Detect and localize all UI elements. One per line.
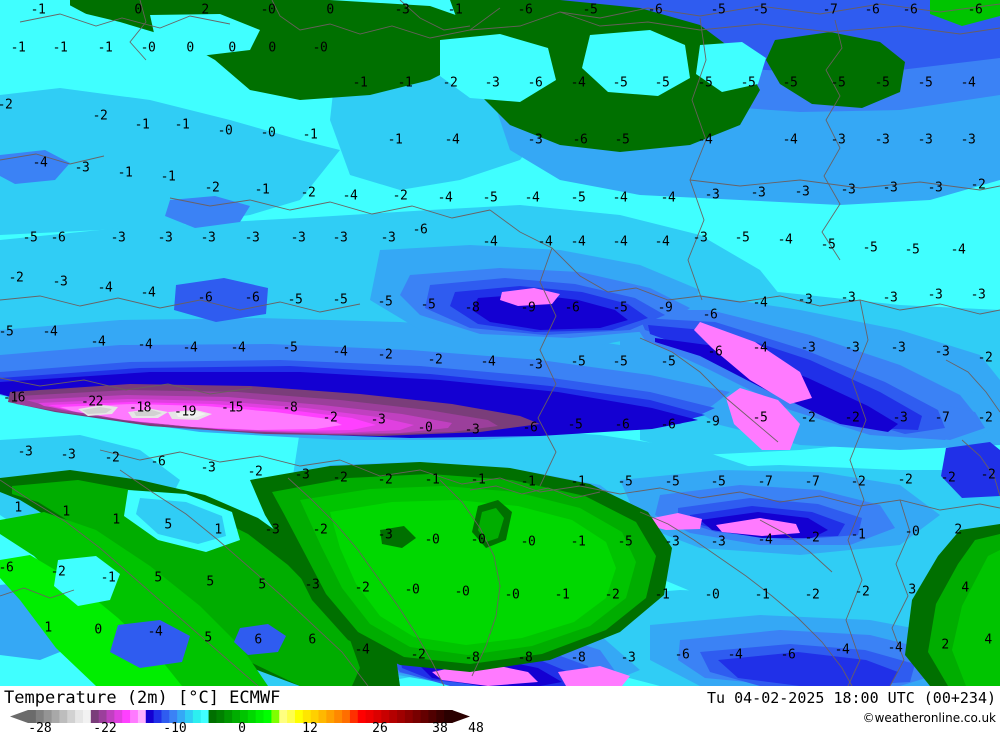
color-scale-swatch [357, 710, 367, 723]
copyright-notice: ©weatheronline.co.uk [862, 711, 996, 725]
color-scale-swatch [67, 710, 76, 723]
color-scale-swatch [51, 710, 61, 723]
color-scale-swatch [82, 710, 92, 723]
color-scale-swatch [177, 710, 186, 723]
color-scale-swatch [365, 710, 375, 723]
color-scale-swatch [208, 710, 218, 723]
color-scale-swatch [412, 710, 422, 723]
color-scale-tick-label: -28 [28, 721, 52, 733]
color-scale-swatch [247, 710, 257, 723]
color-scale-swatch [145, 710, 155, 723]
color-scale-swatch [287, 710, 296, 723]
color-scale-swatch [200, 710, 210, 723]
color-scale-swatch [137, 710, 147, 723]
color-scale-swatch [302, 710, 312, 723]
valid-time-stamp: Tu 04-02-2025 18:00 UTC (00+234) [707, 689, 996, 707]
color-scale-swatch [255, 710, 265, 723]
color-scale-swatch [349, 710, 359, 723]
color-scale-swatch [90, 710, 100, 723]
color-scale-swatch [185, 710, 194, 723]
color-scale-swatch [428, 710, 437, 723]
color-scale-swatch [310, 710, 320, 723]
color-scale-swatch [232, 710, 241, 723]
color-scale-tick-label: 26 [372, 721, 388, 733]
color-scale-swatch [373, 710, 382, 723]
color-scale-swatch [263, 710, 273, 723]
color-scale-swatch [326, 710, 335, 723]
color-scale-swatch [114, 710, 123, 723]
temperature-map[interactable]: -1 0 2 -0 0 -3 -1 -6 -5 -6 -5 -5 -7 -6 -6 -6 -1 -1 -1 -0 0 0 0… [0, 0, 1000, 686]
color-scale-swatch [279, 710, 288, 723]
color-scale-swatch [153, 710, 163, 723]
color-scale-swatch [122, 710, 131, 723]
color-scale-swatch [224, 710, 233, 723]
color-scale-swatch [318, 710, 327, 723]
contour-bands [0, 0, 1000, 686]
color-scale-swatches [10, 710, 470, 723]
country-borders [0, 0, 1000, 686]
color-scale-swatch [35, 710, 45, 723]
color-scale-swatch [271, 710, 280, 723]
color-scale-swatch [169, 710, 178, 723]
color-scale-tick-label: 48 [468, 721, 484, 733]
color-scale-tick-label: -10 [163, 721, 187, 733]
temperature-contour-field [0, 0, 1000, 686]
color-scale-swatch [342, 710, 351, 723]
color-scale-swatch [389, 710, 398, 723]
scale-right-arrow [452, 710, 470, 723]
color-scale-swatch [161, 710, 170, 723]
color-scale-legend: -28 -22 -10 0 12 26 38 48 [10, 710, 484, 733]
map-footer: Temperature (2m) [°C] ECMWF Tu 04-02-202… [0, 686, 1000, 733]
color-scale-swatch [240, 710, 249, 723]
color-scale-tick-label: 0 [238, 721, 246, 733]
color-scale-tick-label: 12 [302, 721, 318, 733]
color-scale-swatch [75, 710, 84, 723]
color-scale-swatch [28, 710, 37, 723]
color-scale-swatch [106, 710, 115, 723]
color-scale-swatch [397, 710, 406, 723]
color-scale-tick-label: 38 [432, 721, 448, 733]
color-scale-swatch [436, 710, 445, 723]
color-scale-swatch [216, 710, 225, 723]
color-scale-swatch [98, 710, 108, 723]
map-title: Temperature (2m) [°C] ECMWF [4, 688, 281, 708]
color-scale-swatch [381, 710, 390, 723]
color-scale-swatch [420, 710, 430, 723]
color-scale-swatch [192, 710, 202, 723]
color-scale-swatch [444, 710, 453, 723]
scale-left-arrow [10, 710, 28, 723]
color-scale-swatch [404, 710, 414, 723]
color-scale-swatch [294, 710, 304, 723]
color-scale-swatch [130, 710, 139, 723]
color-scale-tick-label: -22 [93, 721, 117, 733]
color-scale-swatch [334, 710, 343, 723]
color-scale-swatch [43, 710, 53, 723]
color-scale-swatch [59, 710, 68, 723]
